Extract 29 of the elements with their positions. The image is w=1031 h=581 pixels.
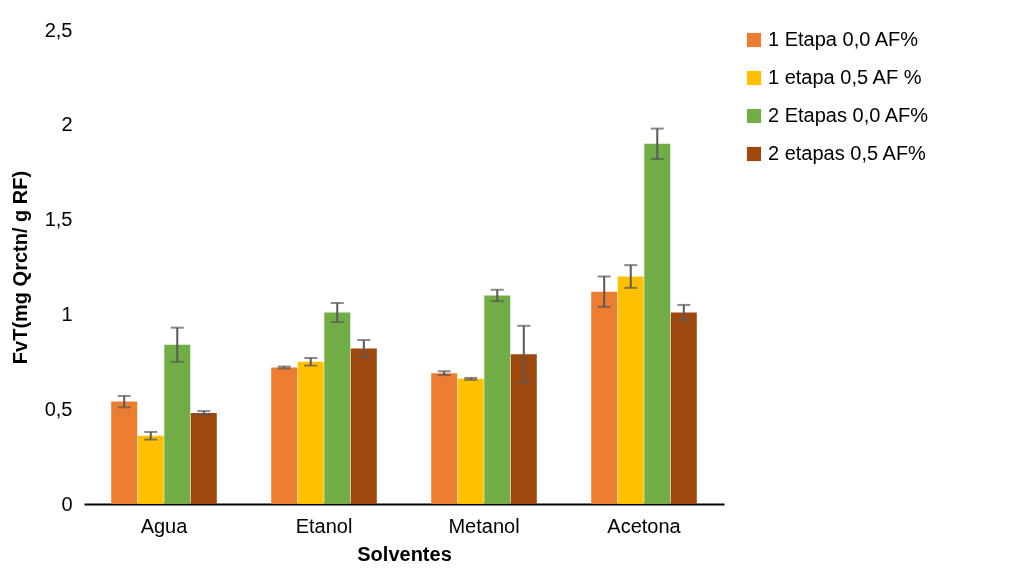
bar — [591, 291, 618, 504]
x-axis-title: Solventes — [357, 542, 452, 565]
legend-label: 2 etapas 0,5 AF% — [768, 142, 927, 164]
bar — [111, 401, 138, 504]
bar — [350, 348, 377, 504]
bar — [457, 378, 484, 504]
y-tick-label: 0 — [61, 492, 73, 515]
x-tick-label: Acetona — [607, 514, 682, 537]
legend-label: 1 etapa 0,5 AF % — [768, 66, 922, 88]
bar — [484, 295, 511, 504]
bar — [617, 276, 644, 504]
bar — [644, 143, 671, 504]
y-tick-label: 1,5 — [44, 208, 73, 231]
y-tick-label: 2,5 — [44, 18, 73, 41]
x-tick-label: Metanol — [448, 514, 520, 537]
bar — [510, 354, 537, 504]
bar — [190, 412, 217, 504]
y-axis-title: FvT(mg Qrctn/ g RF) — [8, 170, 31, 365]
bar — [670, 312, 697, 504]
x-tick-label: Etanol — [295, 514, 353, 537]
bar — [164, 344, 191, 504]
legend-label: 2 Etapas 0,0 AF% — [768, 104, 929, 126]
y-tick-label: 1 — [61, 302, 73, 325]
x-tick-label: Agua — [140, 514, 189, 537]
bar — [271, 367, 298, 504]
bar — [324, 312, 351, 504]
y-tick-label: 0,5 — [44, 397, 73, 420]
y-tick-label: 2 — [61, 113, 73, 136]
legend-label: 1 Etapa 0,0 AF% — [768, 28, 919, 50]
